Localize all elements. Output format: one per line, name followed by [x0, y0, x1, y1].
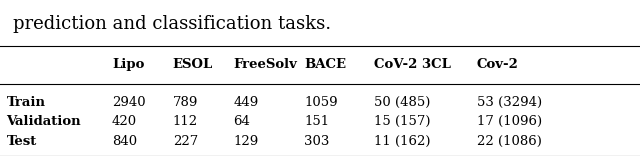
Text: 53 (3294): 53 (3294) — [477, 96, 542, 109]
Text: 11 (162): 11 (162) — [374, 135, 431, 148]
Text: 303: 303 — [304, 135, 330, 148]
Text: ESOL: ESOL — [173, 58, 213, 71]
Text: Test: Test — [6, 135, 36, 148]
Text: 449: 449 — [234, 96, 259, 109]
Text: 15 (157): 15 (157) — [374, 115, 431, 128]
Text: 17 (1096): 17 (1096) — [477, 115, 542, 128]
Text: 789: 789 — [173, 96, 198, 109]
Text: 112: 112 — [173, 115, 198, 128]
Text: 420: 420 — [112, 115, 137, 128]
Text: Validation: Validation — [6, 115, 81, 128]
Text: Lipo: Lipo — [112, 58, 145, 71]
Text: Train: Train — [6, 96, 45, 109]
Text: FreeSolv: FreeSolv — [234, 58, 298, 71]
Text: prediction and classification tasks.: prediction and classification tasks. — [13, 15, 331, 33]
Text: 1059: 1059 — [304, 96, 338, 109]
Text: Cov-2: Cov-2 — [477, 58, 518, 71]
Text: 64: 64 — [234, 115, 250, 128]
Text: 50 (485): 50 (485) — [374, 96, 431, 109]
Text: BACE: BACE — [304, 58, 346, 71]
Text: 151: 151 — [304, 115, 329, 128]
Text: 129: 129 — [234, 135, 259, 148]
Text: 840: 840 — [112, 135, 137, 148]
Text: CoV-2 3CL: CoV-2 3CL — [374, 58, 451, 71]
Text: 2940: 2940 — [112, 96, 146, 109]
Text: 22 (1086): 22 (1086) — [477, 135, 541, 148]
Text: 227: 227 — [173, 135, 198, 148]
